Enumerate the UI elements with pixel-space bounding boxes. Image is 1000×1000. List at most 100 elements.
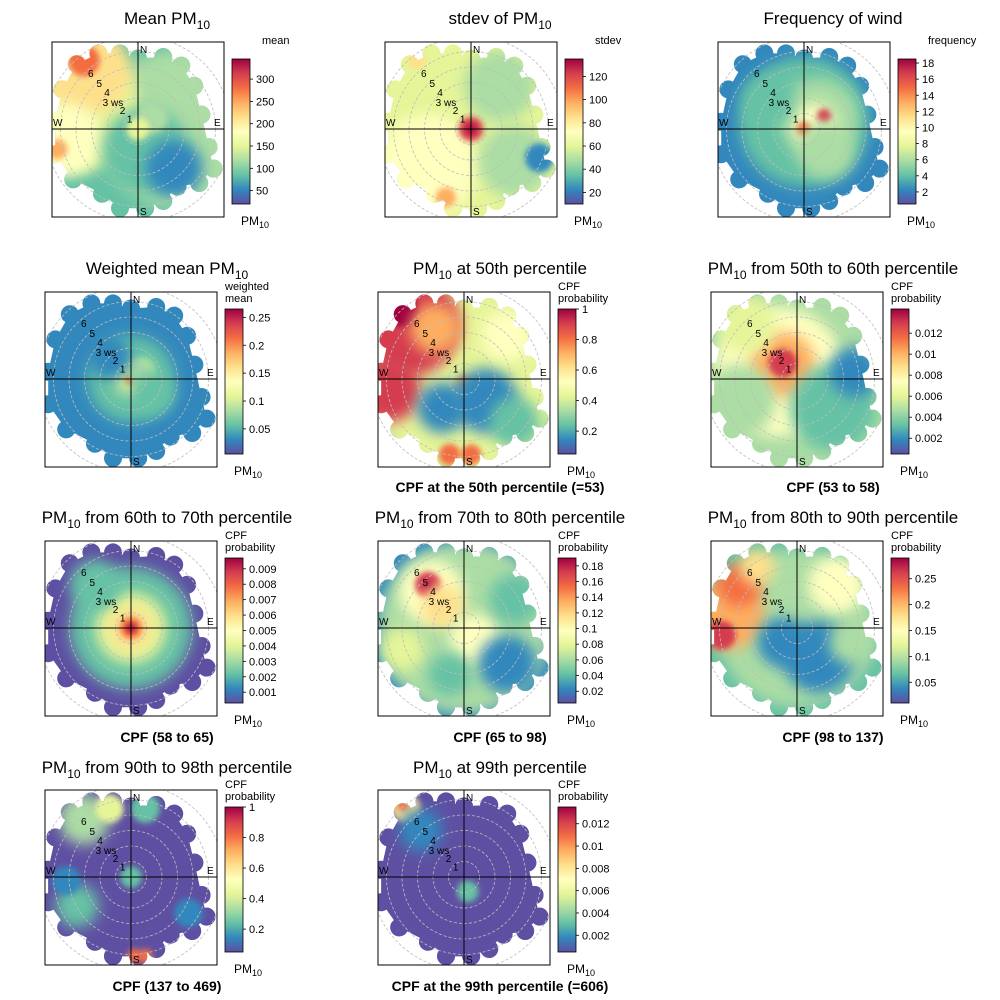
radial-label-5: 5 bbox=[422, 578, 428, 589]
legend-tick-label: 0.18 bbox=[582, 561, 603, 573]
compass-north: N bbox=[466, 793, 473, 804]
legend-title: CPF bbox=[891, 530, 913, 542]
compass-east: E bbox=[207, 617, 214, 628]
legend-title: frequency bbox=[928, 35, 977, 47]
legend-tick-label: 0.6 bbox=[249, 863, 264, 875]
compass-north: N bbox=[140, 45, 147, 56]
radial-label-2: 2 bbox=[453, 106, 459, 117]
polar-panel-6: PM10 from 50th to 60th percentile N S E W 123… bbox=[708, 259, 959, 495]
surface-blob bbox=[428, 653, 472, 697]
surface-blob bbox=[145, 139, 203, 198]
color-bar bbox=[557, 308, 577, 455]
radial-label-1: 1 bbox=[786, 364, 792, 375]
surface-blob bbox=[478, 635, 536, 693]
surface-blob bbox=[489, 397, 540, 448]
surface-blob bbox=[69, 559, 121, 610]
legend-tick-label: 0.14 bbox=[582, 592, 603, 604]
compass-west: W bbox=[46, 368, 56, 379]
legend-tick-label: 100 bbox=[256, 163, 274, 175]
surface-blob bbox=[131, 794, 160, 823]
radial-label-3: 3 ws bbox=[96, 597, 117, 608]
legend-unit: PM10 bbox=[234, 962, 262, 978]
surface-blob bbox=[435, 187, 456, 208]
legend-tick-label: 0.009 bbox=[249, 564, 277, 576]
radial-label-1: 1 bbox=[793, 114, 799, 125]
radial-label-6: 6 bbox=[414, 319, 420, 330]
radial-label-6: 6 bbox=[747, 319, 753, 330]
compass-south: S bbox=[140, 207, 147, 218]
legend-tick-label: 0.2 bbox=[249, 924, 264, 936]
legend-tick-label: 0.8 bbox=[582, 335, 597, 347]
compass-east: E bbox=[880, 118, 887, 129]
compass-east: E bbox=[207, 866, 214, 877]
legend-tick-label: 100 bbox=[589, 95, 607, 107]
legend-tick-label: 12 bbox=[922, 106, 934, 118]
legend-title: probability bbox=[558, 791, 609, 803]
radial-label-5: 5 bbox=[429, 79, 435, 90]
radial-label-4: 4 bbox=[430, 338, 436, 349]
surface-blob bbox=[807, 556, 866, 614]
polar-surface bbox=[711, 543, 882, 716]
radial-label-6: 6 bbox=[88, 69, 94, 80]
surface-blob bbox=[417, 382, 468, 433]
legend-title: CPF bbox=[558, 281, 580, 293]
color-bar bbox=[557, 806, 577, 953]
color-bar bbox=[890, 557, 910, 704]
surface-blob bbox=[816, 108, 832, 124]
polar-panel-7: PM10 from 60th to 70th percentile N S E W 123… bbox=[42, 508, 293, 745]
legend-title: stdev bbox=[595, 35, 622, 47]
compass-south: S bbox=[133, 955, 140, 966]
legend-tick-label: 14 bbox=[922, 90, 934, 102]
legend-tick-label: 0.006 bbox=[915, 391, 943, 403]
radial-label-5: 5 bbox=[89, 578, 95, 589]
radial-label-5: 5 bbox=[762, 79, 768, 90]
compass-south: S bbox=[133, 457, 140, 468]
legend-tick-label: 0.1 bbox=[915, 651, 930, 663]
color-bar bbox=[564, 58, 584, 205]
legend-tick-label: 0.02 bbox=[582, 686, 603, 698]
color-bar bbox=[897, 58, 917, 205]
legend-tick-label: 0.08 bbox=[582, 639, 603, 651]
plot-frame bbox=[51, 41, 225, 218]
compass-west: W bbox=[386, 118, 396, 129]
radial-label-5: 5 bbox=[89, 827, 95, 838]
legend-tick-label: 0.01 bbox=[915, 349, 936, 361]
compass-north: N bbox=[133, 793, 140, 804]
legend-title: probability bbox=[891, 542, 942, 554]
compass-south: S bbox=[466, 706, 473, 717]
surface-blob bbox=[138, 949, 153, 964]
radial-label-4: 4 bbox=[430, 587, 436, 598]
panel-6-caption: CPF (53 to 58) bbox=[786, 479, 879, 495]
plot-frame bbox=[44, 540, 218, 717]
radial-label-2: 2 bbox=[113, 605, 119, 616]
surface-blob bbox=[381, 628, 425, 672]
radial-label-6: 6 bbox=[414, 817, 420, 828]
radial-label-2: 2 bbox=[446, 356, 452, 367]
surface-blob bbox=[397, 799, 409, 811]
compass-north: N bbox=[473, 45, 480, 56]
plot-frame bbox=[377, 540, 551, 717]
surface-blob bbox=[478, 125, 551, 198]
radial-label-3: 3 ws bbox=[436, 98, 457, 109]
legend-tick-label: 16 bbox=[922, 74, 934, 86]
legend-title: CPF bbox=[225, 530, 247, 542]
radial-label-4: 4 bbox=[104, 88, 110, 99]
legend-tick-label: 0.15 bbox=[249, 368, 270, 380]
legend-tick-label: 150 bbox=[256, 141, 274, 153]
panel-11-caption: CPF at the 99th percentile (=606) bbox=[392, 978, 609, 994]
plot-frame bbox=[710, 540, 884, 717]
surface-blob bbox=[768, 348, 797, 378]
legend-tick-label: 20 bbox=[589, 187, 601, 199]
panel-1-title: Mean PM10 bbox=[124, 9, 210, 32]
panel-6-title: PM10 from 50th to 60th percentile bbox=[708, 259, 959, 282]
legend-tick-label: 10 bbox=[922, 122, 934, 134]
surface-blob bbox=[399, 808, 443, 852]
compass-east: E bbox=[873, 368, 880, 379]
radial-label-4: 4 bbox=[430, 836, 436, 847]
legend-unit: PM10 bbox=[234, 713, 262, 729]
radial-label-2: 2 bbox=[779, 605, 785, 616]
compass-north: N bbox=[799, 544, 806, 555]
